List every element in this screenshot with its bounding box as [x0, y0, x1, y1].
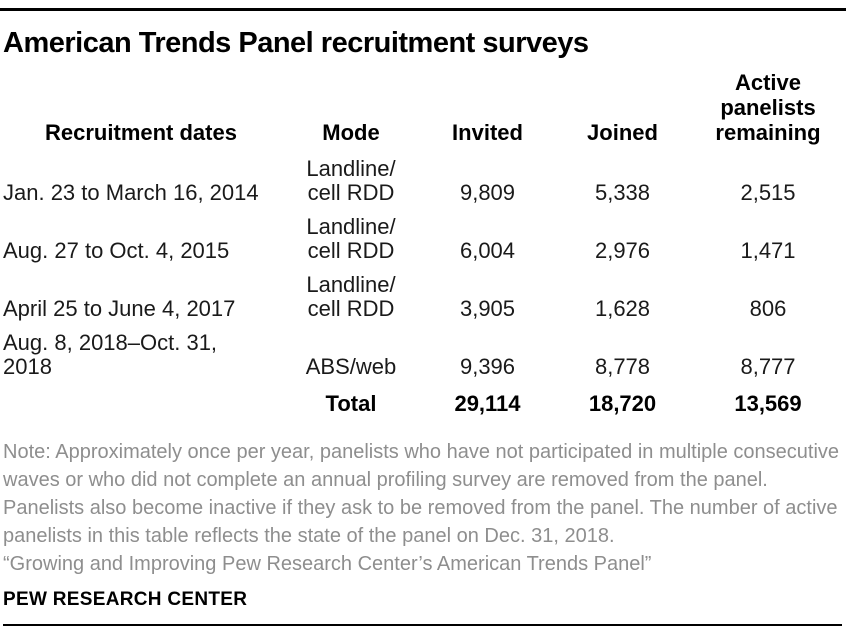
cell-invited: 9,809 — [459, 180, 516, 205]
cell-remaining: 1,471 — [740, 238, 796, 263]
cell-dates: April 25 to June 4, 2017 — [3, 296, 236, 321]
cell-joined: 8,778 — [594, 354, 651, 379]
source-text: “Growing and Improving Pew Research Cent… — [3, 553, 652, 575]
cell-joined: 1,628 — [594, 296, 651, 321]
cell-invited: 3,905 — [459, 296, 516, 321]
cell-joined: 2,976 — [594, 238, 651, 263]
cell-dates: Jan. 23 to March 16, 2014 — [3, 180, 259, 205]
note-text: Note: Approximately once per year, panel… — [3, 441, 840, 547]
table-row: April 25 to June 4, 2017 Landline/ cell … — [0, 263, 846, 321]
total-label-spacer — [0, 379, 282, 416]
cell-remaining: 2,515 — [740, 180, 796, 205]
cell-mode: Landline/ cell RDD — [306, 156, 396, 205]
col-header-mode: Mode — [322, 120, 380, 145]
col-header-invited: Invited — [452, 120, 523, 145]
cell-dates: Aug. 8, 2018–Oct. 31, 2018 — [3, 330, 218, 379]
cell-remaining: 8,777 — [740, 354, 796, 379]
total-joined: 18,720 — [588, 391, 657, 416]
pew-research-center-label: PEW RESEARCH CENTER — [3, 589, 248, 610]
total-label: Total — [325, 391, 377, 416]
cell-invited: 9,396 — [459, 354, 516, 379]
total-remaining: 13,569 — [734, 391, 802, 416]
table-row: Jan. 23 to March 16, 2014 Landline/ cell… — [0, 147, 846, 205]
top-rule — [0, 8, 846, 11]
cell-mode: Landline/ cell RDD — [306, 272, 396, 321]
recruitment-table: Recruitment dates Mode Invited Joined Ac… — [0, 70, 846, 416]
cell-mode: Landline/ cell RDD — [306, 214, 396, 263]
cell-joined: 5,338 — [594, 180, 651, 205]
header-row: Recruitment dates Mode Invited Joined Ac… — [0, 70, 846, 147]
cell-mode: ABS/web — [305, 354, 397, 379]
col-header-joined: Joined — [587, 120, 658, 145]
bottom-rule — [3, 624, 842, 626]
table-row: Aug. 8, 2018–Oct. 31, 2018 ABS/web 9,396… — [0, 321, 846, 379]
cell-remaining: 806 — [749, 296, 787, 321]
total-row: Total 29,114 18,720 13,569 — [0, 379, 846, 416]
cell-dates: Aug. 27 to Oct. 4, 2015 — [3, 238, 230, 263]
total-invited: 29,114 — [454, 391, 521, 416]
figure-title: American Trends Panel recruitment survey… — [3, 27, 589, 59]
cell-invited: 6,004 — [459, 238, 516, 263]
table-row: Aug. 27 to Oct. 4, 2015 Landline/ cell R… — [0, 205, 846, 263]
col-header-active-panelists-remaining: Active panelists remaining — [715, 70, 821, 145]
col-header-recruitment-dates: Recruitment dates — [45, 120, 237, 145]
